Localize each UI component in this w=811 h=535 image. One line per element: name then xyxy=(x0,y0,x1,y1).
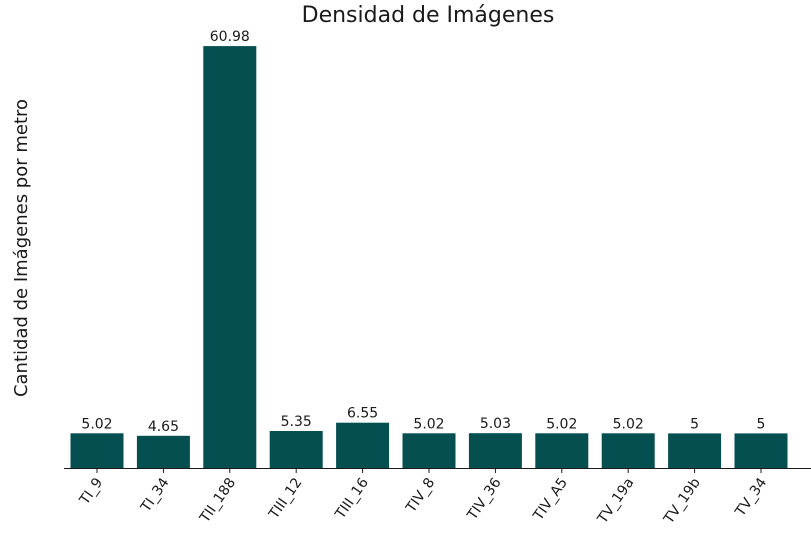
data-label-tii_188: 60.98 xyxy=(210,29,250,45)
data-label-tiv_a5: 5.02 xyxy=(546,416,577,432)
bar-ti_34 xyxy=(136,435,190,468)
bar-tii_188 xyxy=(203,46,257,468)
x-tick-label: TV_34 xyxy=(732,475,770,520)
x-tick-label: TI_9 xyxy=(76,475,106,508)
bar-tv_19b xyxy=(668,433,722,468)
x-tick-label: TV_19a xyxy=(594,475,637,527)
x-tick-label: TIII_16 xyxy=(332,475,372,523)
data-label-ti_34: 4.65 xyxy=(148,419,179,435)
x-tick-label: TV_19b xyxy=(660,475,703,528)
x-tick-label: TIV_8 xyxy=(403,475,439,516)
data-label-ti_9: 5.02 xyxy=(81,416,112,432)
data-label-tv_19a: 5.02 xyxy=(613,416,644,432)
x-tick-label: TIV_A5 xyxy=(530,475,571,524)
data-label-tv_34: 5 xyxy=(757,416,766,432)
data-label-tiv_8: 5.02 xyxy=(413,416,444,432)
y-axis-label: Cantidad de Imágenes por metro xyxy=(11,99,32,397)
data-label-tiii_12: 5.35 xyxy=(281,414,312,430)
chart-title: Densidad de Imágenes xyxy=(302,3,555,28)
bar-tiv_36 xyxy=(468,433,522,468)
bar-tiv_a5 xyxy=(535,433,589,468)
data-label-tiv_36: 5.03 xyxy=(480,416,511,432)
x-tick-label: TI_34 xyxy=(137,475,172,516)
x-tick-label: TIII_12 xyxy=(266,475,306,522)
bar-tiii_12 xyxy=(269,431,323,468)
x-ticks-group: TI_9 TI_34 TII_188 TIII_12 TIII_16 TIV_8 TIV_3… xyxy=(76,468,770,528)
data-label-tiii_16: 6.55 xyxy=(347,406,378,422)
bar-tv_19a xyxy=(601,433,655,468)
bars-group xyxy=(70,46,788,468)
bar-tiii_16 xyxy=(336,422,390,468)
bar-ti_9 xyxy=(70,433,124,468)
data-labels-group: 5.02 4.65 60.98 5.35 6.55 5.02 5.03 5.02 5.02 5 5 xyxy=(81,29,765,435)
bar-tiv_8 xyxy=(402,433,456,468)
x-tick-label: TII_188 xyxy=(196,475,239,526)
bar-tv_34 xyxy=(734,433,788,468)
x-tick-label: TIV_36 xyxy=(464,475,505,524)
data-label-tv_19b: 5 xyxy=(690,416,699,432)
